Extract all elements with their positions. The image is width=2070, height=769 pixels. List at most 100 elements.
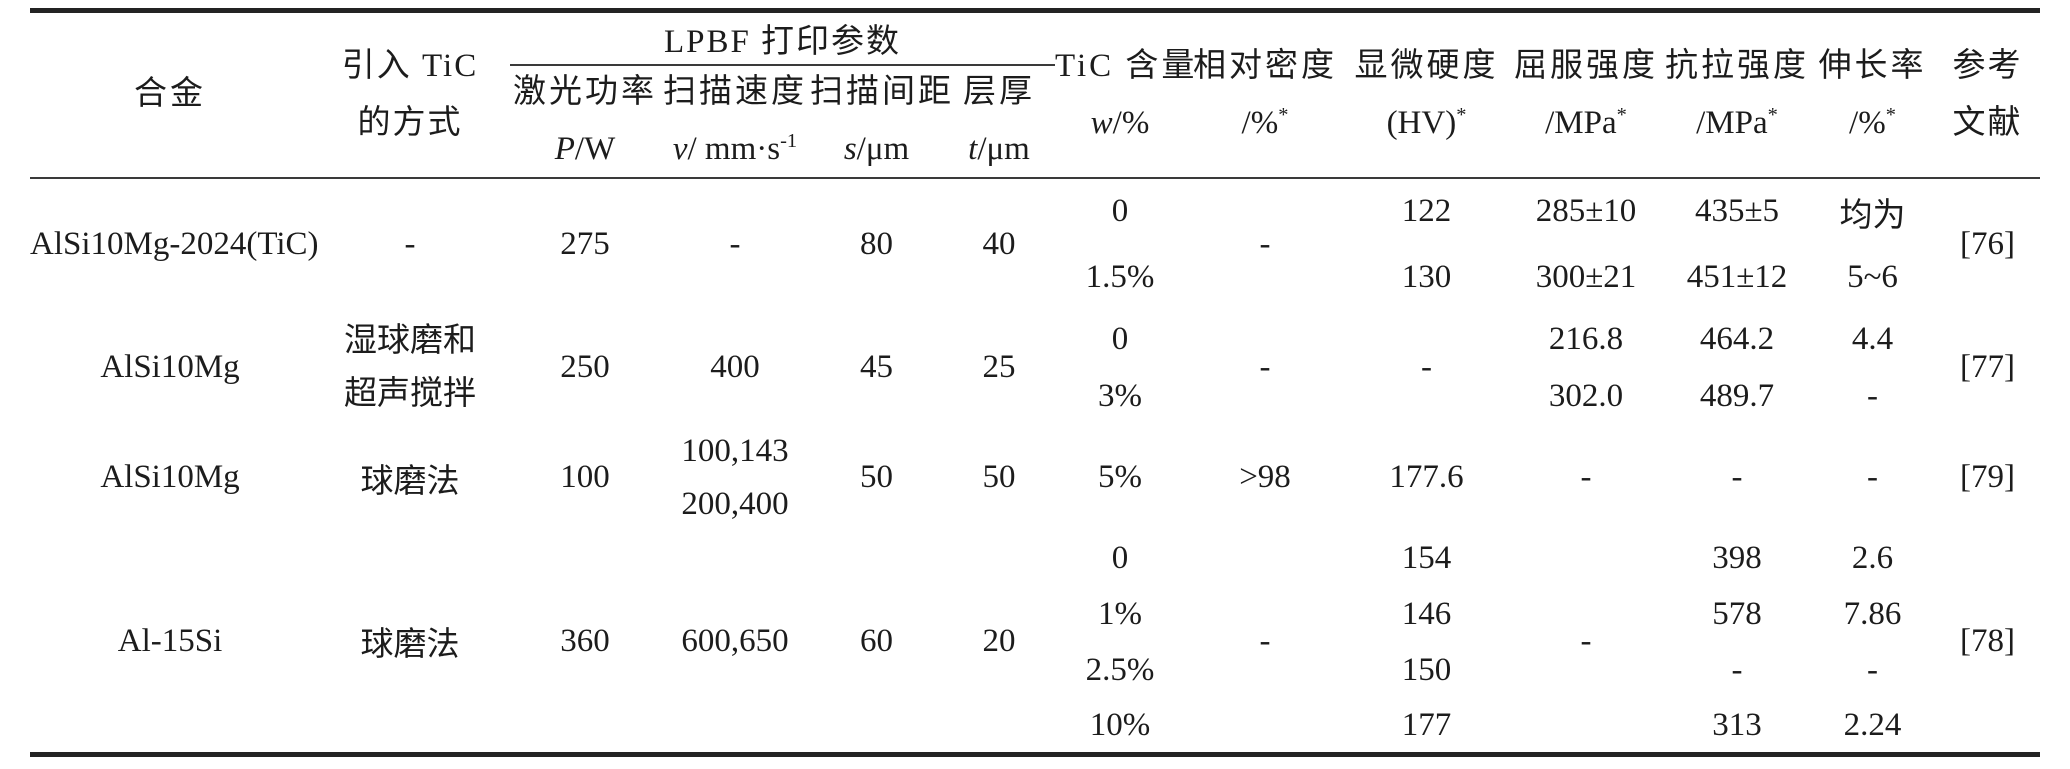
cell-hatch-spacing: 60 [860,622,893,659]
cell-alloy: AlSi10Mg [100,349,240,385]
header-reference-line2: 文献 [1952,104,2023,141]
cell-layer-thickness: 40 [982,226,1016,262]
cell-elongation: 4.4 [1851,321,1894,357]
cell-tensile-strength: 435±5 [1694,193,1780,229]
cell-microhardness: 177.6 [1389,459,1464,495]
cell-elongation: 均为 [1839,197,1906,234]
cell-reference: [76] [1960,226,2015,262]
symbol-v: v [672,131,688,167]
cell-tic-content: 0 [1111,321,1129,357]
cell-hatch-spacing: 80 [860,226,893,262]
cell-layer-thickness: 25 [982,349,1016,385]
header-tensile-strength-sup: * [1767,103,1778,126]
header-lpbf-group: LPBF 打印参数 [510,10,1055,66]
table-row: 3% 302.0 489.7 - [30,369,2040,425]
cell-tic-method: - [404,226,416,262]
cell-microhardness: - [1421,349,1432,385]
header-microhardness-name: 显微硬度 [1354,47,1499,84]
cell-microhardness: 122 [1401,193,1452,229]
cell-yield-strength: 216.8 [1548,321,1624,357]
cell-yield-strength: - [1580,622,1592,659]
header-layer-thickness-unit: /μm [977,131,1030,167]
cell-tensile-strength: 464.2 [1699,321,1775,357]
cell-microhardness: 177 [1401,706,1452,743]
table-row: 2.5% 150 - - [30,643,2040,699]
header-relative-density-unit: /% [1241,104,1279,141]
table-row: 10% 177 313 2.24 [30,699,2040,755]
header-yield-strength: 屈服强度 /MPa* [1508,11,1664,178]
header-microhardness-unit: (HV) [1386,104,1457,141]
table-row: Al-15Si 球磨法 360 600,650 60 20 0 - 154 - … [30,531,2040,663]
paper-table-wrapper: 合金 引入 TiC 的方式 LPBF 打印参数 TiC 含量 w/% 相对密度 [30,8,2040,757]
table-row: 1.5% 130 300±21 451±12 5~6 [30,245,2040,311]
header-relative-density: 相对密度 /%* [1185,11,1345,178]
cell-tic-content: 1% [1098,596,1142,632]
header-layer-thickness-name: 层厚 [963,74,1035,110]
cell-tic-method: 球磨法 [360,627,460,664]
table-row: 1% 146 578 7.86 [30,587,2040,643]
cell-tensile-strength: 451±12 [1686,259,1788,295]
cell-relative-density: - [1259,226,1271,262]
cell-hatch-spacing: 50 [860,459,893,495]
header-tic-content-name: TiC 含量 [1055,47,1198,84]
symbol-w: w [1090,104,1113,141]
table-row: AlSi10Mg 湿球磨和 超声搅拌 250 400 45 25 0 - - 2… [30,311,2040,412]
cell-laser-power: 275 [560,226,610,262]
header-yield-strength-unit: /MPa [1545,104,1617,141]
cell-tensile-strength: 489.7 [1699,378,1775,414]
cell-elongation: 2.6 [1851,540,1894,576]
header-yield-strength-name: 屈服强度 [1514,47,1658,84]
cell-tensile-strength: 313 [1712,706,1762,743]
cell-scan-speed-line2: 200,400 [681,485,789,522]
header-microhardness-sup: * [1456,103,1467,126]
symbol-t: t [968,131,978,167]
cell-tic-content: 2.5% [1085,652,1155,688]
cell-layer-thickness: 20 [982,622,1016,659]
table-row: AlSi10Mg 球磨法 100 100,143 200,400 50 50 5… [30,425,2040,531]
header-alloy-label: 合金 [134,76,206,113]
header-elongation-name: 伸长率 [1818,47,1927,84]
cell-tensile-strength: - [1731,652,1743,688]
cell-laser-power: 100 [560,459,610,495]
header-reference: 参考 文献 [1935,11,2040,178]
header-tic-content: TiC 含量 w/% [1055,11,1198,178]
cell-alloy: AlSi10Mg [100,459,240,495]
cell-relative-density: - [1259,622,1271,659]
cell-scan-speed: 600,650 [681,622,789,659]
header-tic-content-unit: /% [1112,104,1150,141]
cell-elongation: - [1867,459,1878,495]
cell-elongation: - [1867,378,1878,414]
header-microhardness: 显微硬度 (HV)* [1345,11,1508,178]
cell-elongation: 2.24 [1843,706,1902,743]
table-header: 合金 引入 TiC 的方式 LPBF 打印参数 TiC 含量 w/% 相对密度 [30,10,2040,178]
header-laser-power: 激光功率 P/W [510,65,660,178]
table-row: AlSi10Mg-2024(TiC) - 275 - 80 40 0 - 122… [30,178,2040,262]
header-elongation: 伸长率 /%* [1810,11,1935,178]
cell-tic-content: 0 [1111,193,1129,229]
cell-tic-method-line1: 湿球磨和 [344,322,476,359]
header-hatch-spacing-name: 扫描间距 [810,74,954,110]
header-reference-line1: 参考 [1952,47,2023,84]
cell-tic-content: 3% [1098,378,1142,414]
header-relative-density-name: 相对密度 [1193,47,1337,84]
cell-yield-strength: 300±21 [1535,259,1637,295]
header-scan-speed-name: 扫描速度 [663,74,807,110]
cell-alloy: AlSi10Mg-2024(TiC) [30,226,319,262]
header-elongation-unit: /% [1849,104,1886,141]
cell-yield-strength: - [1580,459,1592,495]
cell-alloy: Al-15Si [117,622,223,659]
cell-layer-thickness: 50 [982,459,1016,495]
header-yield-strength-sup: * [1616,103,1627,126]
cell-scan-speed: 400 [710,349,760,385]
cell-laser-power: 250 [560,349,610,385]
header-tensile-strength-unit: /MPa [1696,104,1768,141]
cell-laser-power: 360 [560,622,610,659]
cell-scan-speed: - [729,226,741,262]
cell-scan-speed-line1: 100,143 [681,432,789,469]
lpbf-tic-al-alloys-table: 合金 引入 TiC 的方式 LPBF 打印参数 TiC 含量 w/% 相对密度 [30,8,2040,757]
header-tensile-strength-name: 抗拉强度 [1665,47,1809,84]
cell-microhardness: 150 [1401,652,1452,688]
cell-elongation: 7.86 [1843,596,1902,632]
header-layer-thickness: 层厚 t/μm [943,65,1055,178]
cell-tic-method: 球磨法 [360,463,460,500]
